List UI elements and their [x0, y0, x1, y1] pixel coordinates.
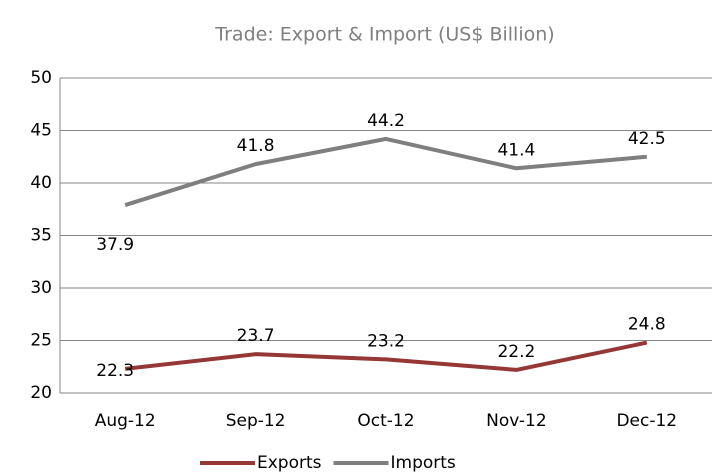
data-label: 24.8 [628, 315, 666, 335]
y-tick-label: 25 [30, 331, 52, 351]
data-label: 22.2 [497, 342, 535, 362]
y-tick-label: 45 [30, 121, 52, 141]
legend-label: Exports [257, 453, 322, 473]
y-tick-label: 20 [30, 383, 52, 403]
y-tick-label: 35 [30, 226, 52, 246]
x-tick-label: Sep-12 [226, 411, 286, 431]
series-line [124, 340, 648, 372]
y-tick-label: 40 [30, 173, 52, 193]
y-tick-label: 50 [30, 68, 52, 88]
x-tick-label: Oct-12 [357, 411, 414, 431]
series-line [124, 136, 647, 207]
data-label: 42.5 [628, 129, 666, 149]
data-label: 23.7 [237, 326, 275, 346]
x-tick-label: Aug-12 [95, 411, 156, 431]
y-tick-label: 30 [30, 278, 52, 298]
legend-label: Imports [391, 453, 456, 473]
data-label: 22.3 [96, 361, 134, 381]
data-label: 41.8 [237, 136, 275, 156]
x-tick-label: Dec-12 [616, 411, 677, 431]
x-tick-label: Nov-12 [486, 411, 547, 431]
chart-title: Trade: Export & Import (US$ Billion) [214, 24, 554, 46]
data-label: 41.4 [497, 140, 535, 160]
data-label: 23.2 [367, 331, 405, 351]
data-label: 37.9 [96, 235, 134, 255]
data-label: 44.2 [367, 111, 405, 131]
